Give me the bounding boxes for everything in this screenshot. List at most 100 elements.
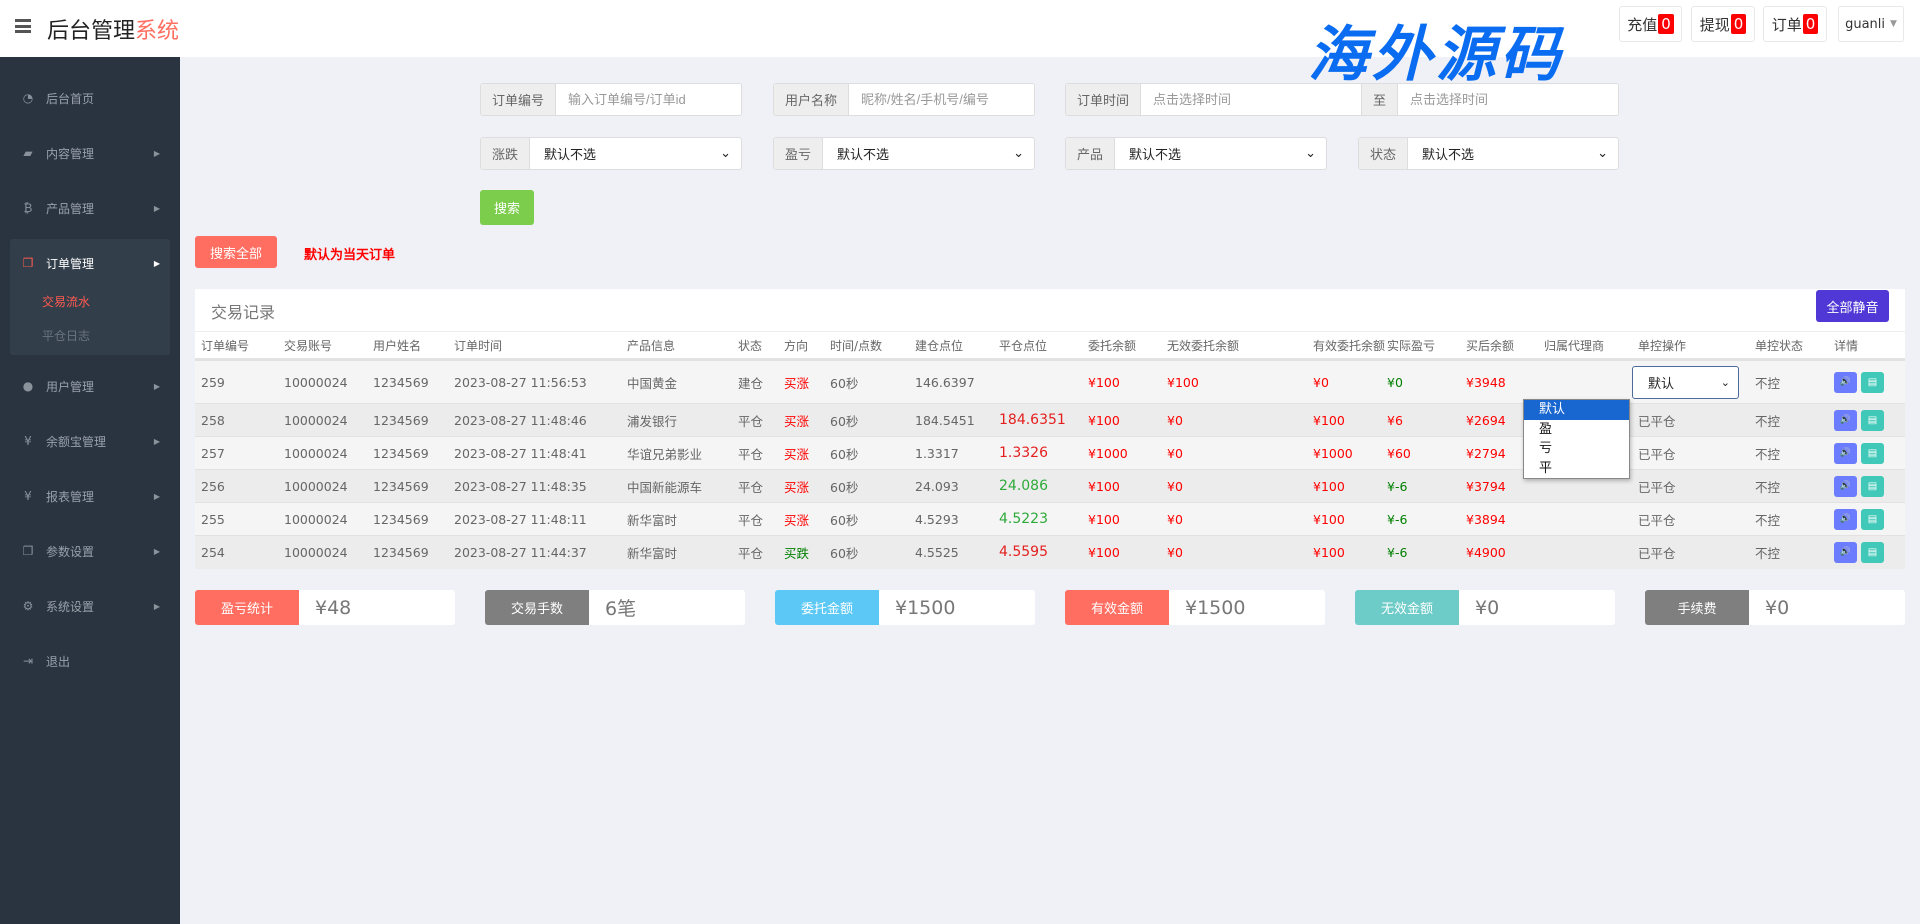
table-row: 258 10000024 1234569 2023-08-27 11:48:46 浦发银… [195, 403, 1905, 437]
sidebar-item-1[interactable]: ◔ 后台首页 [0, 83, 180, 113]
sidebar-item-7[interactable]: ¥ 报表管理 ▶ [0, 481, 180, 511]
details: 🔊 ▤ [1828, 469, 1905, 503]
user-menu[interactable]: guanli ▼ [1838, 6, 1904, 42]
account: 10000024 [278, 469, 367, 503]
actual-pl: ¥-6 [1381, 469, 1460, 503]
control-operation: 已平仓 [1632, 469, 1749, 503]
invalid-amount: ¥100 [1161, 359, 1307, 404]
search-all-button[interactable]: 搜索全部 [195, 236, 277, 268]
column-header: 订单编号 [195, 331, 278, 361]
balance-after: ¥2794 [1460, 436, 1538, 470]
orders-button[interactable]: 订单 0 [1763, 6, 1827, 42]
valid-amount: ¥100 [1307, 502, 1381, 536]
control-status: 不控 [1749, 359, 1828, 404]
hamburger-menu-icon[interactable] [15, 19, 31, 33]
recharge-button[interactable]: 充值 0 [1619, 6, 1682, 42]
product: 新华富时 [621, 535, 732, 569]
sidebar-sub-close-log[interactable]: 平仓日志 [42, 329, 91, 343]
stat-box: 有效金额 ¥1500 [1065, 590, 1325, 625]
chevron-down-icon: ⌄ [1305, 146, 1316, 161]
stat-label: 委托金额 [775, 590, 879, 625]
details: 🔊 ▤ [1828, 502, 1905, 536]
order-no-filter: 订单编号 [480, 83, 742, 116]
sound-button[interactable]: 🔊 [1834, 371, 1857, 393]
status-select[interactable]: 默认不选 ⌄ [1408, 138, 1618, 169]
order-time-filter: 订单时间 至 [1065, 83, 1619, 116]
sign-out-icon: ⇥ [22, 654, 34, 668]
stat-value: ¥0 [1475, 596, 1500, 619]
caret-down-icon: ▼ [1890, 19, 1897, 29]
close-price: 4.5223 [993, 502, 1082, 536]
control-select[interactable]: 默认 ⌄ [1632, 366, 1739, 399]
details: 🔊 ▤ [1828, 403, 1905, 437]
sidebar-item-label: 用户管理 [46, 379, 95, 394]
sound-button[interactable]: 🔊 [1834, 409, 1857, 431]
detail-list-button[interactable]: ▤ [1861, 475, 1884, 497]
control-operation: 已平仓 [1632, 436, 1749, 470]
user-name: 1234569 [367, 359, 448, 404]
pl-select[interactable]: 默认不选 ⌄ [823, 138, 1034, 169]
details: 🔊 ▤ [1828, 535, 1905, 569]
sidebar-item-9[interactable]: ⚙ 系统设置 ▶ [0, 591, 180, 621]
order-time: 2023-08-27 11:44:37 [448, 535, 621, 569]
sidebar-item-5[interactable]: ● 用户管理 ▶ [0, 371, 180, 401]
time-end-input[interactable] [1398, 84, 1618, 115]
sound-button[interactable]: 🔊 [1834, 508, 1857, 530]
sound-button[interactable]: 🔊 [1834, 442, 1857, 464]
control-status: 不控 [1749, 535, 1828, 569]
search-button[interactable]: 搜索 [480, 190, 534, 225]
mute-all-button[interactable]: 全部静音 [1816, 290, 1889, 322]
control-option[interactable]: 默认 [1524, 400, 1629, 420]
sidebar-sub-trade-flow[interactable]: 交易流水 [42, 295, 91, 309]
direction: 买涨 [778, 436, 824, 470]
stat-label: 手续费 [1645, 590, 1749, 625]
control-status: 不控 [1749, 469, 1828, 503]
stat-label: 交易手数 [485, 590, 589, 625]
sidebar-item-6[interactable]: ¥ 余额宝管理 ▶ [0, 426, 180, 456]
order-time: 2023-08-27 11:48:46 [448, 403, 621, 437]
column-header: 时间/点数 [824, 331, 909, 361]
withdraw-button[interactable]: 提现 0 [1691, 6, 1755, 42]
sound-button[interactable]: 🔊 [1834, 541, 1857, 563]
sidebar-submenu-orders [10, 239, 170, 355]
product-select[interactable]: 默认不选 ⌄ [1115, 138, 1326, 169]
invalid-amount: ¥0 [1161, 535, 1307, 569]
sidebar-item-8[interactable]: ❐ 参数设置 ▶ [0, 536, 180, 566]
order-time: 2023-08-27 11:56:53 [448, 359, 621, 404]
period: 60秒 [824, 535, 909, 569]
detail-list-button[interactable]: ▤ [1861, 371, 1884, 393]
rise-label: 涨跌 [481, 138, 531, 169]
entrust-amount: ¥100 [1082, 403, 1161, 437]
chevron-down-icon: ⌄ [1013, 146, 1024, 161]
top-header: 后台管理系统 海外源码 充值 0 提现 0 订单 0 guanli ▼ [0, 0, 1920, 90]
control-option[interactable]: 盈 [1539, 421, 1553, 437]
sidebar-item-2[interactable]: ▰ 内容管理 ▶ [0, 138, 180, 168]
detail-list-button[interactable]: ▤ [1861, 541, 1884, 563]
detail-list-button[interactable]: ▤ [1861, 508, 1884, 530]
time-start-input[interactable] [1141, 84, 1361, 115]
detail-list-button[interactable]: ▤ [1861, 409, 1884, 431]
table-header-row: 订单编号 交易账号 用户姓名 订单时间 产品信息 状态 方向 时间/点数 建仓点位 平仓点位 委托余… [195, 331, 1905, 361]
sidebar-item-3[interactable]: ₿ 产品管理 ▶ [0, 193, 180, 223]
orders-label: 订单 [1771, 15, 1802, 34]
column-header: 产品信息 [621, 331, 732, 361]
sidebar-item-4[interactable]: ❐ 订单管理 ▶ [0, 248, 180, 278]
order-no-input[interactable] [556, 84, 741, 115]
column-header: 单控状态 [1749, 331, 1828, 361]
user-input[interactable] [849, 84, 1034, 115]
rise-select[interactable]: 默认不选 ⌄ [530, 138, 741, 169]
column-header: 建仓点位 [909, 331, 993, 361]
column-header: 订单时间 [448, 331, 621, 361]
product-label: 产品 [1066, 138, 1116, 169]
control-option[interactable]: 平 [1539, 460, 1553, 476]
caret-right-icon: ▶ [153, 148, 160, 158]
yen-icon: ¥ [24, 489, 32, 503]
watermark-logo: 海外源码 [1308, 20, 1564, 90]
withdraw-label: 提现 [1699, 15, 1730, 34]
stat-box: 交易手数 6笔 [485, 590, 745, 625]
sound-button[interactable]: 🔊 [1834, 475, 1857, 497]
control-option[interactable]: 亏 [1539, 441, 1553, 456]
sidebar-item-10[interactable]: ⇥ 退出 [0, 646, 180, 676]
detail-list-button[interactable]: ▤ [1861, 442, 1884, 464]
order-id: 256 [195, 469, 278, 503]
